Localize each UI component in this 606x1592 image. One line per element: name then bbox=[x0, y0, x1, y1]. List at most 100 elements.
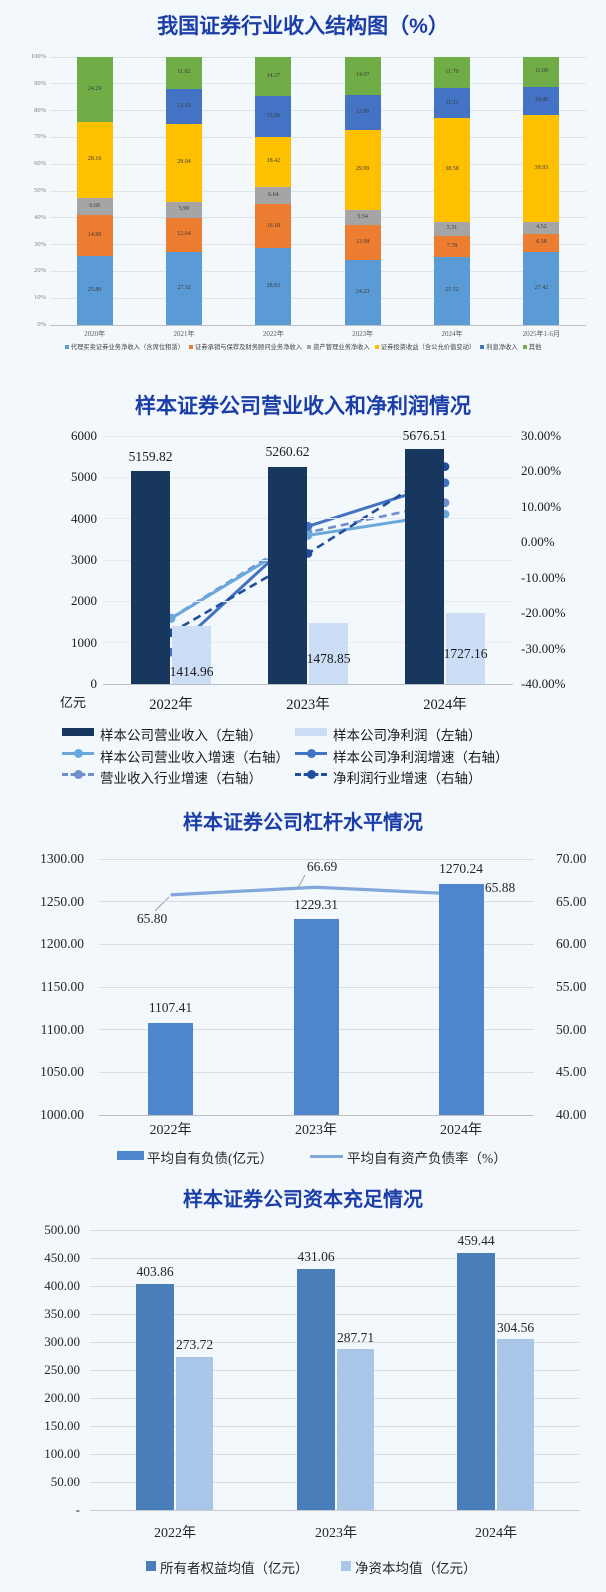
segment-value-label: 10.45 bbox=[534, 97, 549, 104]
bar-segment bbox=[344, 129, 381, 211]
bar-segment bbox=[523, 57, 560, 87]
bar bbox=[309, 622, 348, 684]
segment-value-label: 13.19 bbox=[177, 102, 191, 109]
legend-label: 平均自有负债(亿元） bbox=[147, 1151, 273, 1166]
segment-value-label: 12.64 bbox=[177, 231, 191, 238]
segment-value-label: 13.08 bbox=[355, 239, 370, 246]
bar-segment bbox=[434, 118, 470, 222]
y-axis-tick-label: 45.00 bbox=[556, 1064, 587, 1080]
y-axis-tick-label: 55.00 bbox=[556, 979, 587, 994]
gridline bbox=[50, 190, 586, 192]
y-axis-tick-label: -10.00% bbox=[521, 569, 566, 585]
legend-item: 资产管理业务净收入 bbox=[307, 342, 370, 351]
legend-item: 利息净收入 bbox=[480, 342, 518, 351]
segment-value-label: 24.29 bbox=[87, 86, 102, 93]
x-axis-tick-label: 2024年 bbox=[475, 1526, 517, 1542]
bar bbox=[268, 466, 307, 684]
bar-segment bbox=[76, 122, 113, 198]
segment-value-label: 13.09 bbox=[355, 108, 370, 115]
segment-value-label: 5.99 bbox=[178, 206, 190, 213]
segment-value-label: 28.16 bbox=[87, 156, 102, 163]
bar-value-label: 1229.31 bbox=[294, 896, 338, 912]
gridline bbox=[50, 324, 586, 326]
y-axis-tick-label: - bbox=[75, 1502, 80, 1517]
legend-label: 样本公司营业收入增速（右轴） bbox=[100, 750, 289, 765]
gridline bbox=[90, 1397, 580, 1399]
bar-value-label: 1270.24 bbox=[439, 860, 483, 876]
segment-value-label: 5.54 bbox=[357, 214, 368, 221]
legend-label: 样本公司营业收入（左轴） bbox=[100, 728, 262, 743]
segment-value-label: 24.23 bbox=[355, 289, 370, 296]
bar-segment bbox=[255, 186, 292, 205]
y-axis-tick-label: 1200.00 bbox=[40, 936, 84, 952]
y-axis-tick-label: 450.00 bbox=[44, 1250, 80, 1265]
y-axis-tick-label: 60.00 bbox=[556, 936, 587, 952]
y-axis-tick-label: 200.00 bbox=[44, 1390, 80, 1405]
bar-segment bbox=[255, 57, 292, 96]
y-axis-tick-label: 100.00 bbox=[44, 1446, 80, 1461]
gridline bbox=[90, 1509, 580, 1511]
segment-value-label: 25.52 bbox=[445, 287, 459, 294]
legend-marker bbox=[74, 770, 83, 779]
y-axis-tick-label: 50.00 bbox=[50, 1474, 80, 1489]
y-axis-tick-label: 30.00% bbox=[521, 428, 562, 443]
segment-value-label: 11.70 bbox=[445, 69, 459, 76]
bar-segment bbox=[344, 260, 381, 325]
x-axis-tick-label: 2023年 bbox=[295, 1123, 337, 1139]
bar-segment bbox=[76, 56, 113, 123]
gridline bbox=[103, 435, 513, 437]
y-axis-tick-label: 3000 bbox=[71, 552, 97, 567]
bar bbox=[405, 449, 444, 684]
gridline bbox=[50, 83, 586, 85]
segment-value-label: 6.58 bbox=[536, 239, 547, 246]
y-axis-tick-label: 90% bbox=[34, 79, 46, 87]
y-axis-tick-label: 40% bbox=[34, 213, 46, 221]
gridline bbox=[90, 1481, 580, 1483]
gridline bbox=[103, 476, 513, 478]
x-axis-tick-label: 2024年 bbox=[423, 697, 467, 713]
x-axis-tick-label: 2022年 bbox=[262, 330, 284, 338]
gridline bbox=[99, 901, 534, 903]
segment-value-label: 4.52 bbox=[536, 224, 547, 231]
gridline bbox=[90, 1285, 580, 1287]
gridline bbox=[103, 600, 513, 602]
legend-label: 净利润行业增速（右轴） bbox=[333, 771, 482, 786]
bar bbox=[457, 1252, 495, 1510]
bar bbox=[172, 625, 211, 684]
bar-segment bbox=[523, 251, 560, 325]
y-axis-tick-label: 1100.00 bbox=[40, 1021, 84, 1037]
segment-value-label: 6.64 bbox=[268, 191, 279, 198]
growth-line bbox=[169, 481, 446, 654]
x-axis-tick-label: 2020年 bbox=[84, 330, 106, 338]
y-axis-tick-label: 40.00 bbox=[556, 1107, 587, 1122]
y-axis-tick-label: 10% bbox=[34, 294, 46, 302]
bar-segment bbox=[255, 137, 292, 187]
x-axis-tick-label: 2021年 bbox=[173, 330, 195, 338]
gridline bbox=[90, 1425, 580, 1427]
gridline bbox=[50, 110, 586, 112]
legend-item: 证券投资收益（含公允价值变动） bbox=[374, 342, 475, 351]
bar bbox=[293, 919, 339, 1115]
bar-value-label: 1727.16 bbox=[443, 645, 488, 661]
y-axis-tick-label: 6000 bbox=[71, 428, 97, 443]
x-axis-tick-label: 2022年 bbox=[149, 697, 193, 713]
line-value-label: 66.69 bbox=[306, 858, 338, 874]
bar-segment bbox=[166, 57, 202, 89]
callout-line bbox=[297, 874, 306, 889]
y-axis-tick-label: 350.00 bbox=[44, 1306, 80, 1321]
bar bbox=[446, 612, 485, 684]
ratio-line bbox=[170, 885, 462, 897]
legend-swatch bbox=[480, 344, 485, 349]
legend-label: 平均自有资产负债率（%） bbox=[347, 1151, 507, 1166]
chart3-title: 样本证券公司杠杆水平情况 bbox=[183, 812, 423, 834]
bar-value-label: 304.56 bbox=[496, 1320, 535, 1336]
y-axis-tick-label: -20.00% bbox=[521, 605, 566, 621]
legend: 代理买卖证券业务净收入（含席位租赁） 证券承销与保荐及财务顾问业务净收入 资产管理业… bbox=[0, 342, 606, 351]
y-axis-tick-label: 20% bbox=[34, 267, 46, 275]
legend-item: 其他 bbox=[522, 342, 541, 351]
bar-segment bbox=[166, 217, 202, 252]
segment-value-label: 14.37 bbox=[266, 72, 281, 79]
chart2-title: 样本证券公司营业收入和净利润情况 bbox=[135, 395, 471, 418]
x-axis-tick-label: 2023年 bbox=[286, 697, 330, 713]
